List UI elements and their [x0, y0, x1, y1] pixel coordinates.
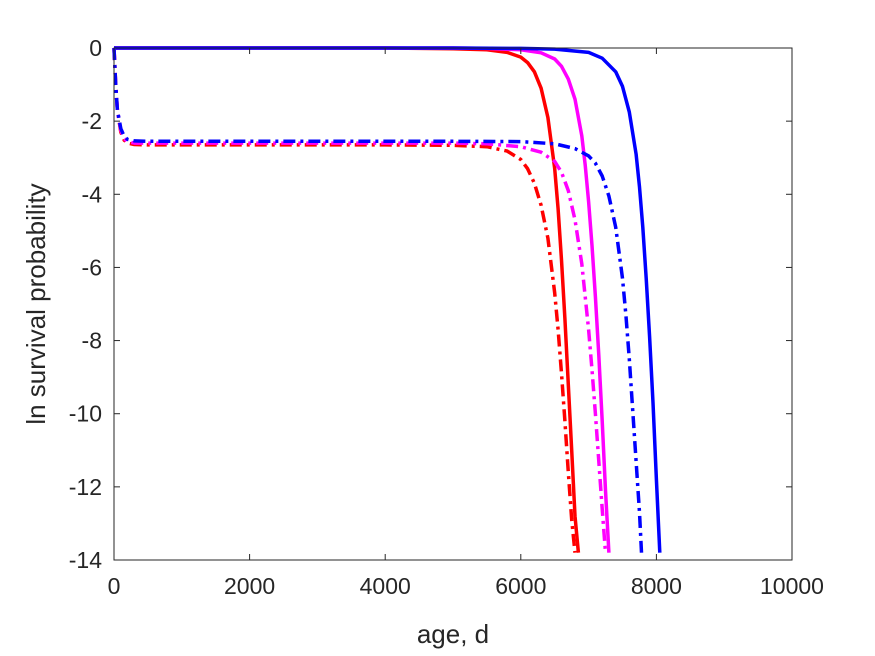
x-tick-label: 4000 — [360, 573, 411, 599]
x-tick-label: 2000 — [224, 573, 275, 599]
x-tick-label: 6000 — [495, 573, 546, 599]
y-tick-label: -8 — [82, 328, 102, 354]
y-axis-label: ln survival probability — [21, 183, 51, 424]
x-tick-label: 10000 — [760, 573, 824, 599]
series-line-6 — [112, 47, 644, 553]
x-axis-ticks: 0 2000 4000 6000 8000 10000 — [108, 48, 824, 599]
y-tick-label: -12 — [69, 474, 102, 500]
plot-frame — [113, 47, 793, 561]
y-tick-label: 0 — [89, 35, 102, 61]
x-tick-label: 8000 — [631, 573, 682, 599]
y-tick-label: -2 — [82, 108, 102, 134]
plot-area — [114, 48, 792, 560]
series-line-5 — [112, 47, 608, 553]
y-tick-label: -4 — [82, 181, 103, 207]
x-axis-label: age, d — [417, 619, 489, 649]
x-tick-label: 0 — [108, 573, 121, 599]
y-tick-label: -6 — [82, 254, 102, 280]
y-tick-label: -10 — [69, 401, 102, 427]
y-axis-ticks: 0 -2 -4 -6 -8 -10 -12 -14 — [69, 35, 792, 573]
y-tick-label: -14 — [69, 547, 102, 573]
